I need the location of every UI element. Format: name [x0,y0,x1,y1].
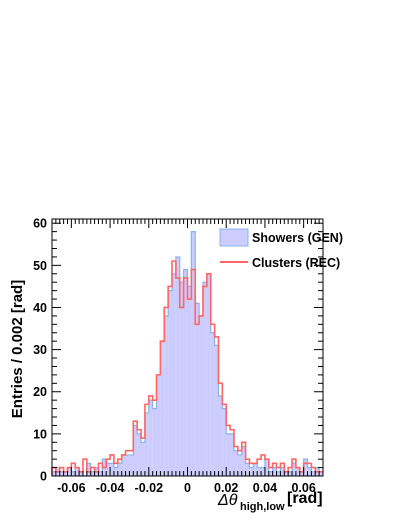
bar-showers-23 [141,442,145,476]
bar-showers-38 [199,315,203,476]
bar-showers-9 [86,463,91,476]
legend-label-clusters: Clusters (REC) [252,256,340,270]
bar-showers-54 [261,467,265,476]
bar-showers-60 [284,471,289,476]
x-tick-label: 0.02 [214,481,238,495]
bar-showers-17 [117,463,122,476]
bar-showers-44 [222,408,227,476]
bar-showers-48 [237,454,242,476]
y-tick-label: 30 [33,343,47,357]
bar-showers-26 [152,408,157,476]
bar-showers-57 [272,467,277,476]
x-tick-label: -0.04 [96,481,125,495]
bar-showers-12 [98,471,103,476]
bar-showers-19 [125,454,130,476]
bar-showers-7 [79,471,83,476]
x-tick-label: 0.06 [291,481,315,495]
x-tick-label: 0 [184,481,191,495]
bar-showers-51 [249,467,254,476]
bar-showers-20 [129,454,134,476]
bar-showers-46 [230,433,234,476]
bar-showers-27 [156,374,161,476]
bar-showers-25 [148,400,153,476]
bar-showers-42 [214,345,219,476]
bar-showers-63 [295,467,300,476]
bar-showers-34 [183,269,188,476]
bar-showers-14 [106,463,111,476]
bar-showers-31 [172,273,176,476]
bar-showers-5 [71,471,76,476]
legend-label-showers: Showers (GEN) [252,231,343,245]
bar-showers-3 [63,471,68,476]
bar-showers-18 [121,454,126,476]
x-tick-label: -0.02 [135,481,164,495]
bar-showers-58 [276,471,281,476]
bar-showers-53 [257,467,262,476]
y-tick-label: 60 [33,217,47,231]
x-tick-label: 0.04 [253,481,277,495]
y-tick-label: 40 [33,301,47,315]
bar-showers-30 [168,290,173,476]
bar-showers-59 [280,467,285,476]
bar-showers-67 [311,471,316,476]
bar-showers-62 [292,463,296,476]
bar-showers-50 [245,463,250,476]
y-tick-label: 10 [33,427,47,441]
x-axis-label-symbol: Δθ [217,492,238,509]
bar-showers-69 [319,471,323,476]
bar-showers-22 [137,433,142,476]
bar-showers-2 [59,471,64,476]
bar-showers-41 [210,332,215,476]
bar-showers-40 [206,273,211,476]
bar-showers-36 [191,231,196,476]
y-axis-label: Entries / 0.002 [rad] [9,280,26,418]
bar-showers-49 [241,446,246,476]
bar-showers-16 [113,467,118,476]
bar-showers-47 [233,450,238,476]
x-tick-label: -0.06 [57,481,86,495]
bar-showers-56 [268,471,273,476]
bar-showers-45 [226,433,231,476]
bar-showers-15 [110,463,114,476]
y-tick-label: 50 [33,259,47,273]
y-tick-label: 20 [33,385,47,399]
bar-showers-4 [67,467,72,476]
bar-showers-55 [264,459,269,476]
bar-showers-61 [288,471,293,476]
bar-showers-43 [218,395,223,476]
bar-showers-29 [164,315,169,476]
series-line-clusters [51,260,323,476]
bar-showers-0 [52,471,56,476]
bar-showers-35 [187,286,192,476]
bar-showers-33 [179,282,184,476]
legend: Showers (GEN) Clusters (REC) [219,228,343,270]
bar-showers-64 [299,471,304,476]
bar-showers-21 [133,425,138,476]
legend-swatch-showers [219,228,249,247]
plot-area [51,231,323,477]
x-axis-label-unit: [rad] [287,490,323,507]
bar-showers-52 [253,463,258,476]
bar-showers-24 [144,412,149,476]
bar-showers-65 [303,459,308,476]
bar-showers-10 [90,471,95,476]
axes: -0.06 -0.04 -0.02 0 0.02 0.04 0.06 0 10 20 30 40 50 6… [33,217,324,495]
bar-showers-32 [175,256,180,476]
y-tick-label: 0 [40,470,47,484]
bar-showers-37 [195,303,200,476]
bar-showers-6 [75,467,80,476]
bar-showers-28 [160,341,165,476]
bar-showers-66 [307,467,312,476]
x-axis-label-subscript: high,low [240,501,285,513]
bar-showers-39 [202,282,207,476]
x-axis-label: Δθ high,low [rad] [217,490,323,513]
